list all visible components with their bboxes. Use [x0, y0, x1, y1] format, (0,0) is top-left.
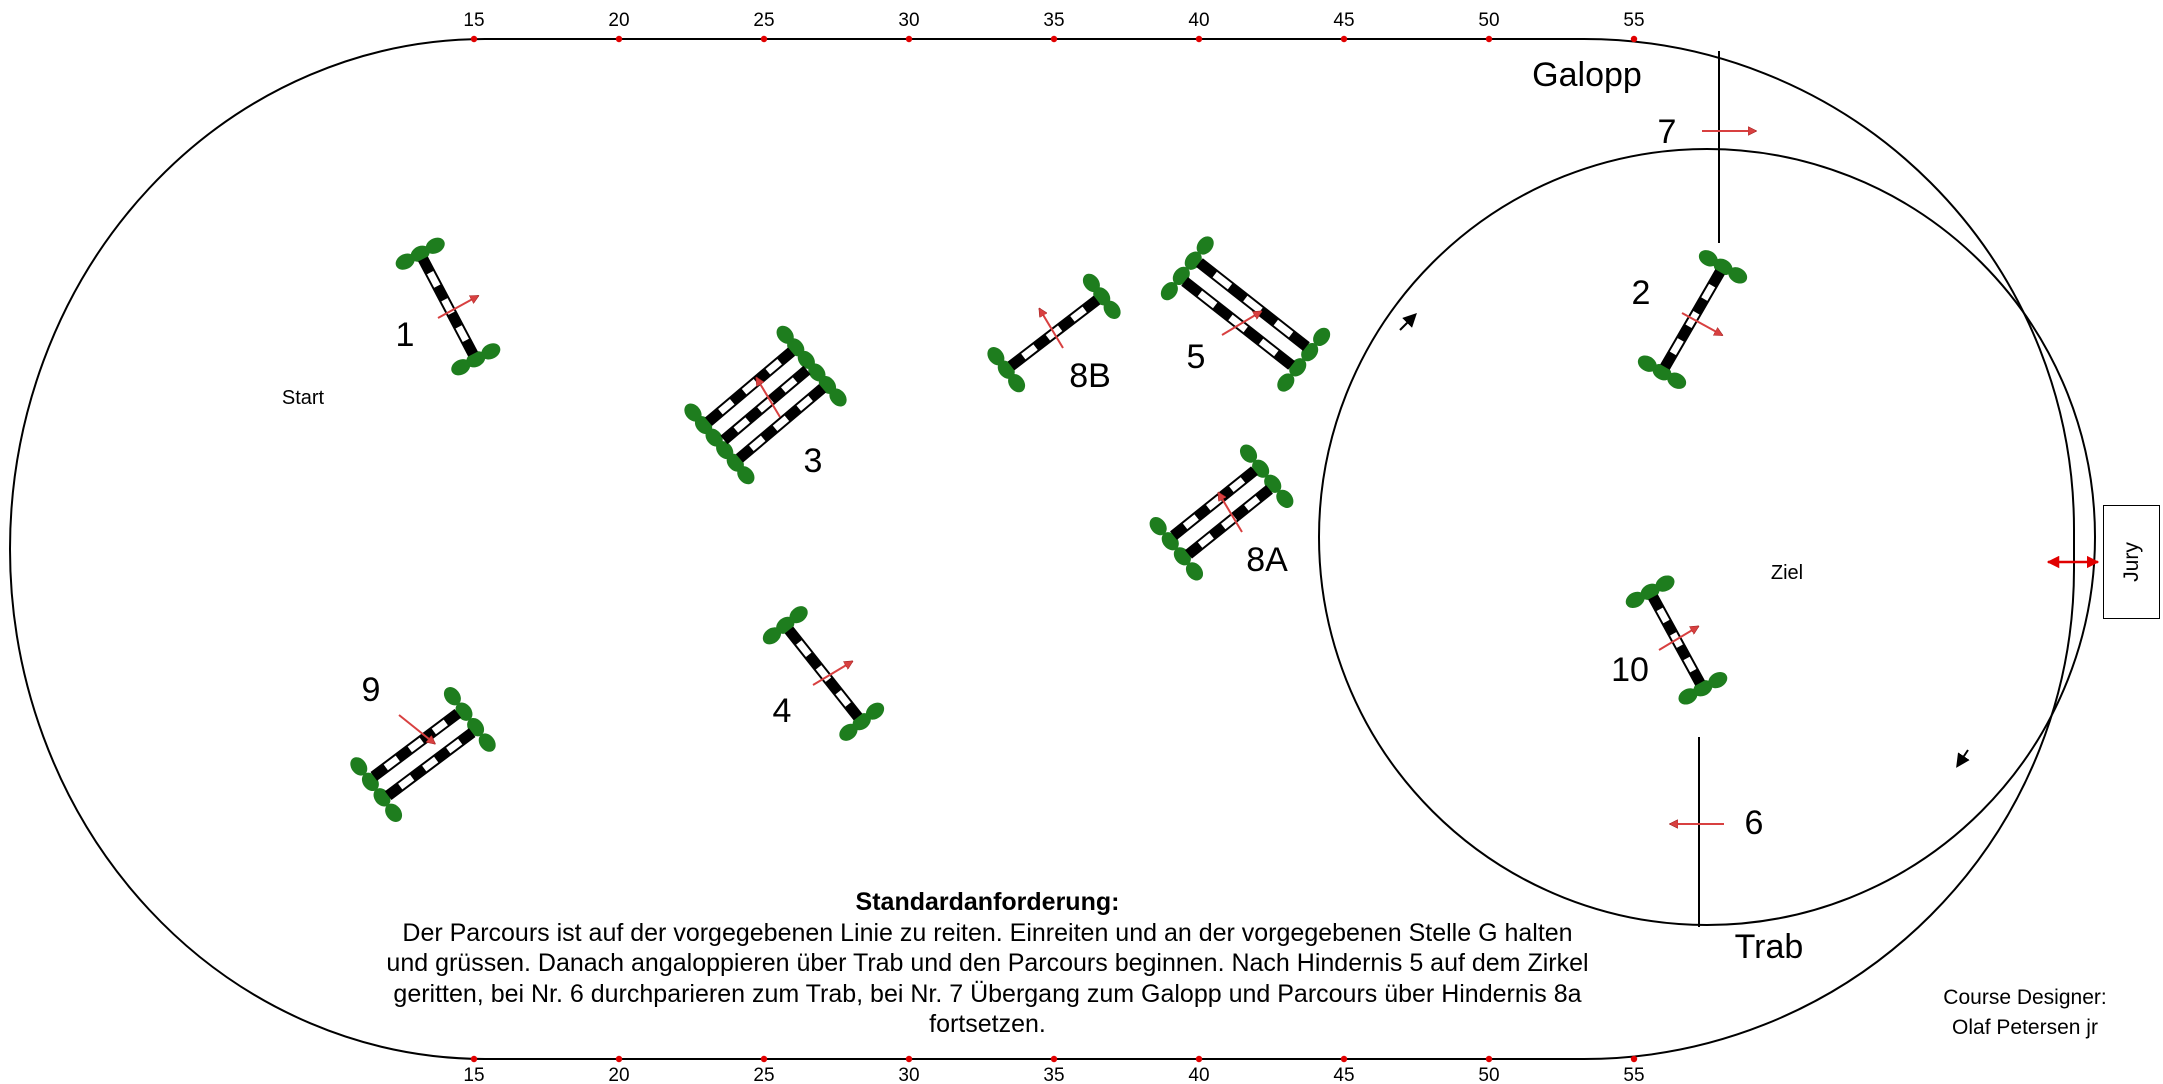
ruler-label-bottom: 45 — [1333, 1065, 1354, 1084]
wing-bush — [443, 687, 496, 752]
requirement-body: Der Parcours ist auf der vorgegebenen Li… — [386, 918, 1589, 1039]
ruler-marker-top — [615, 35, 623, 43]
circle-direction-arrow-bottom — [1956, 749, 1970, 768]
ruler-marker-top — [1050, 35, 1058, 43]
obstacle-number-7: 7 — [1658, 113, 1677, 151]
ruler-label-top: 40 — [1188, 10, 1209, 31]
direction-arrow — [1221, 310, 1261, 336]
ruler-marker-bottom — [1485, 1055, 1493, 1063]
obstacle-3 — [684, 325, 847, 485]
wing-bush — [1082, 273, 1121, 319]
ruler-label-top: 35 — [1043, 10, 1064, 31]
obstacle-2 — [1637, 250, 1748, 389]
ruler-label-bottom: 15 — [463, 1065, 484, 1084]
jury-label: Jury — [2119, 542, 2143, 582]
canter-label: Galopp — [1532, 56, 1642, 94]
ruler-label-bottom: 40 — [1188, 1065, 1209, 1084]
obstacle-number-9: 9 — [362, 671, 381, 709]
obstacle-number-8b: 8B — [1069, 357, 1111, 395]
wing-bush — [1637, 355, 1687, 389]
obstacle-number-5: 5 — [1187, 338, 1206, 376]
ruler-label-bottom: 35 — [1043, 1065, 1064, 1084]
obstacle-1 — [395, 237, 501, 376]
ruler-marker-top — [760, 35, 768, 43]
course-designer-credit: Course Designer: Olaf Petersen jr — [1900, 983, 2150, 1043]
ruler-marker-top — [905, 35, 913, 43]
course-designer-heading: Course Designer: — [1943, 986, 2107, 1009]
direction-arrow — [1681, 312, 1722, 337]
wing-bush — [1698, 250, 1748, 284]
course-designer-name: Olaf Petersen jr — [1952, 1016, 2098, 1039]
direction-arrow — [437, 294, 478, 319]
ruler-marker-bottom — [470, 1055, 478, 1063]
ruler-label-bottom: 55 — [1623, 1065, 1644, 1084]
ruler-label-top: 30 — [898, 10, 919, 31]
circle-direction-arrow-top — [1399, 313, 1417, 331]
wing-bush — [395, 237, 445, 270]
wing-bush — [1678, 671, 1728, 705]
wing-bush — [1625, 575, 1675, 609]
ruler-label-bottom: 30 — [898, 1065, 919, 1084]
riding-circle — [1318, 148, 2096, 926]
jury-box: Jury — [2103, 505, 2160, 619]
obstacles-layer — [350, 236, 1748, 822]
ruler-label-bottom: 25 — [753, 1065, 774, 1084]
obstacle-4 — [762, 606, 885, 741]
obstacle-8b — [987, 273, 1121, 393]
ruler-marker-bottom — [1050, 1055, 1058, 1063]
ruler-marker-bottom — [615, 1055, 623, 1063]
ruler-marker-top — [470, 35, 478, 43]
obstacle-number-10: 10 — [1611, 651, 1649, 689]
ruler-marker-bottom — [1630, 1055, 1638, 1063]
ruler-marker-top — [1630, 35, 1638, 43]
obstacle-5 — [1160, 236, 1331, 392]
ruler-label-top: 45 — [1333, 10, 1354, 31]
ruler-marker-top — [1195, 35, 1203, 43]
ruler-label-bottom: 20 — [608, 1065, 629, 1084]
ruler-marker-bottom — [905, 1055, 913, 1063]
ruler-marker-bottom — [760, 1055, 768, 1063]
obstacle-8a — [1149, 444, 1294, 581]
obstacle-number-4: 4 — [773, 692, 792, 730]
ruler-label-bottom: 50 — [1478, 1065, 1499, 1084]
ruler-marker-top — [1485, 35, 1493, 43]
ruler-label-top: 15 — [463, 10, 484, 31]
ruler-label-top: 25 — [753, 10, 774, 31]
direction-arrow — [1658, 625, 1698, 651]
obstacle-number-6: 6 — [1745, 804, 1764, 842]
finish-label: Ziel — [1771, 562, 1803, 584]
obstacle-number-8a: 8A — [1246, 541, 1288, 579]
direction-arrow — [398, 714, 435, 744]
obstacle-number-3: 3 — [804, 442, 823, 480]
direction-arrow — [812, 660, 852, 686]
requirement-title: Standardanforderung: — [855, 888, 1120, 916]
wing-bush — [684, 403, 755, 485]
obstacle-9 — [350, 687, 496, 822]
wing-bush — [451, 343, 501, 376]
ruler-marker-bottom — [1195, 1055, 1203, 1063]
ruler-label-top: 50 — [1478, 10, 1499, 31]
direction-arrow — [1217, 493, 1243, 533]
start-label: Start — [282, 387, 325, 409]
arena-outline — [8, 38, 2075, 1060]
ruler-marker-bottom — [1340, 1055, 1348, 1063]
direction-arrow — [755, 378, 781, 418]
obstacle-number-2: 2 — [1632, 274, 1651, 312]
obstacle-number-1: 1 — [396, 316, 415, 354]
obstacle-10 — [1625, 575, 1728, 705]
ruler-label-top: 20 — [608, 10, 629, 31]
ruler-label-top: 55 — [1623, 10, 1644, 31]
requirement-text-block: Standardanforderung: Der Parcours ist au… — [380, 887, 1595, 1040]
direction-arrow — [1038, 309, 1064, 349]
ruler-marker-top — [1340, 35, 1348, 43]
trot-label: Trab — [1735, 928, 1804, 966]
